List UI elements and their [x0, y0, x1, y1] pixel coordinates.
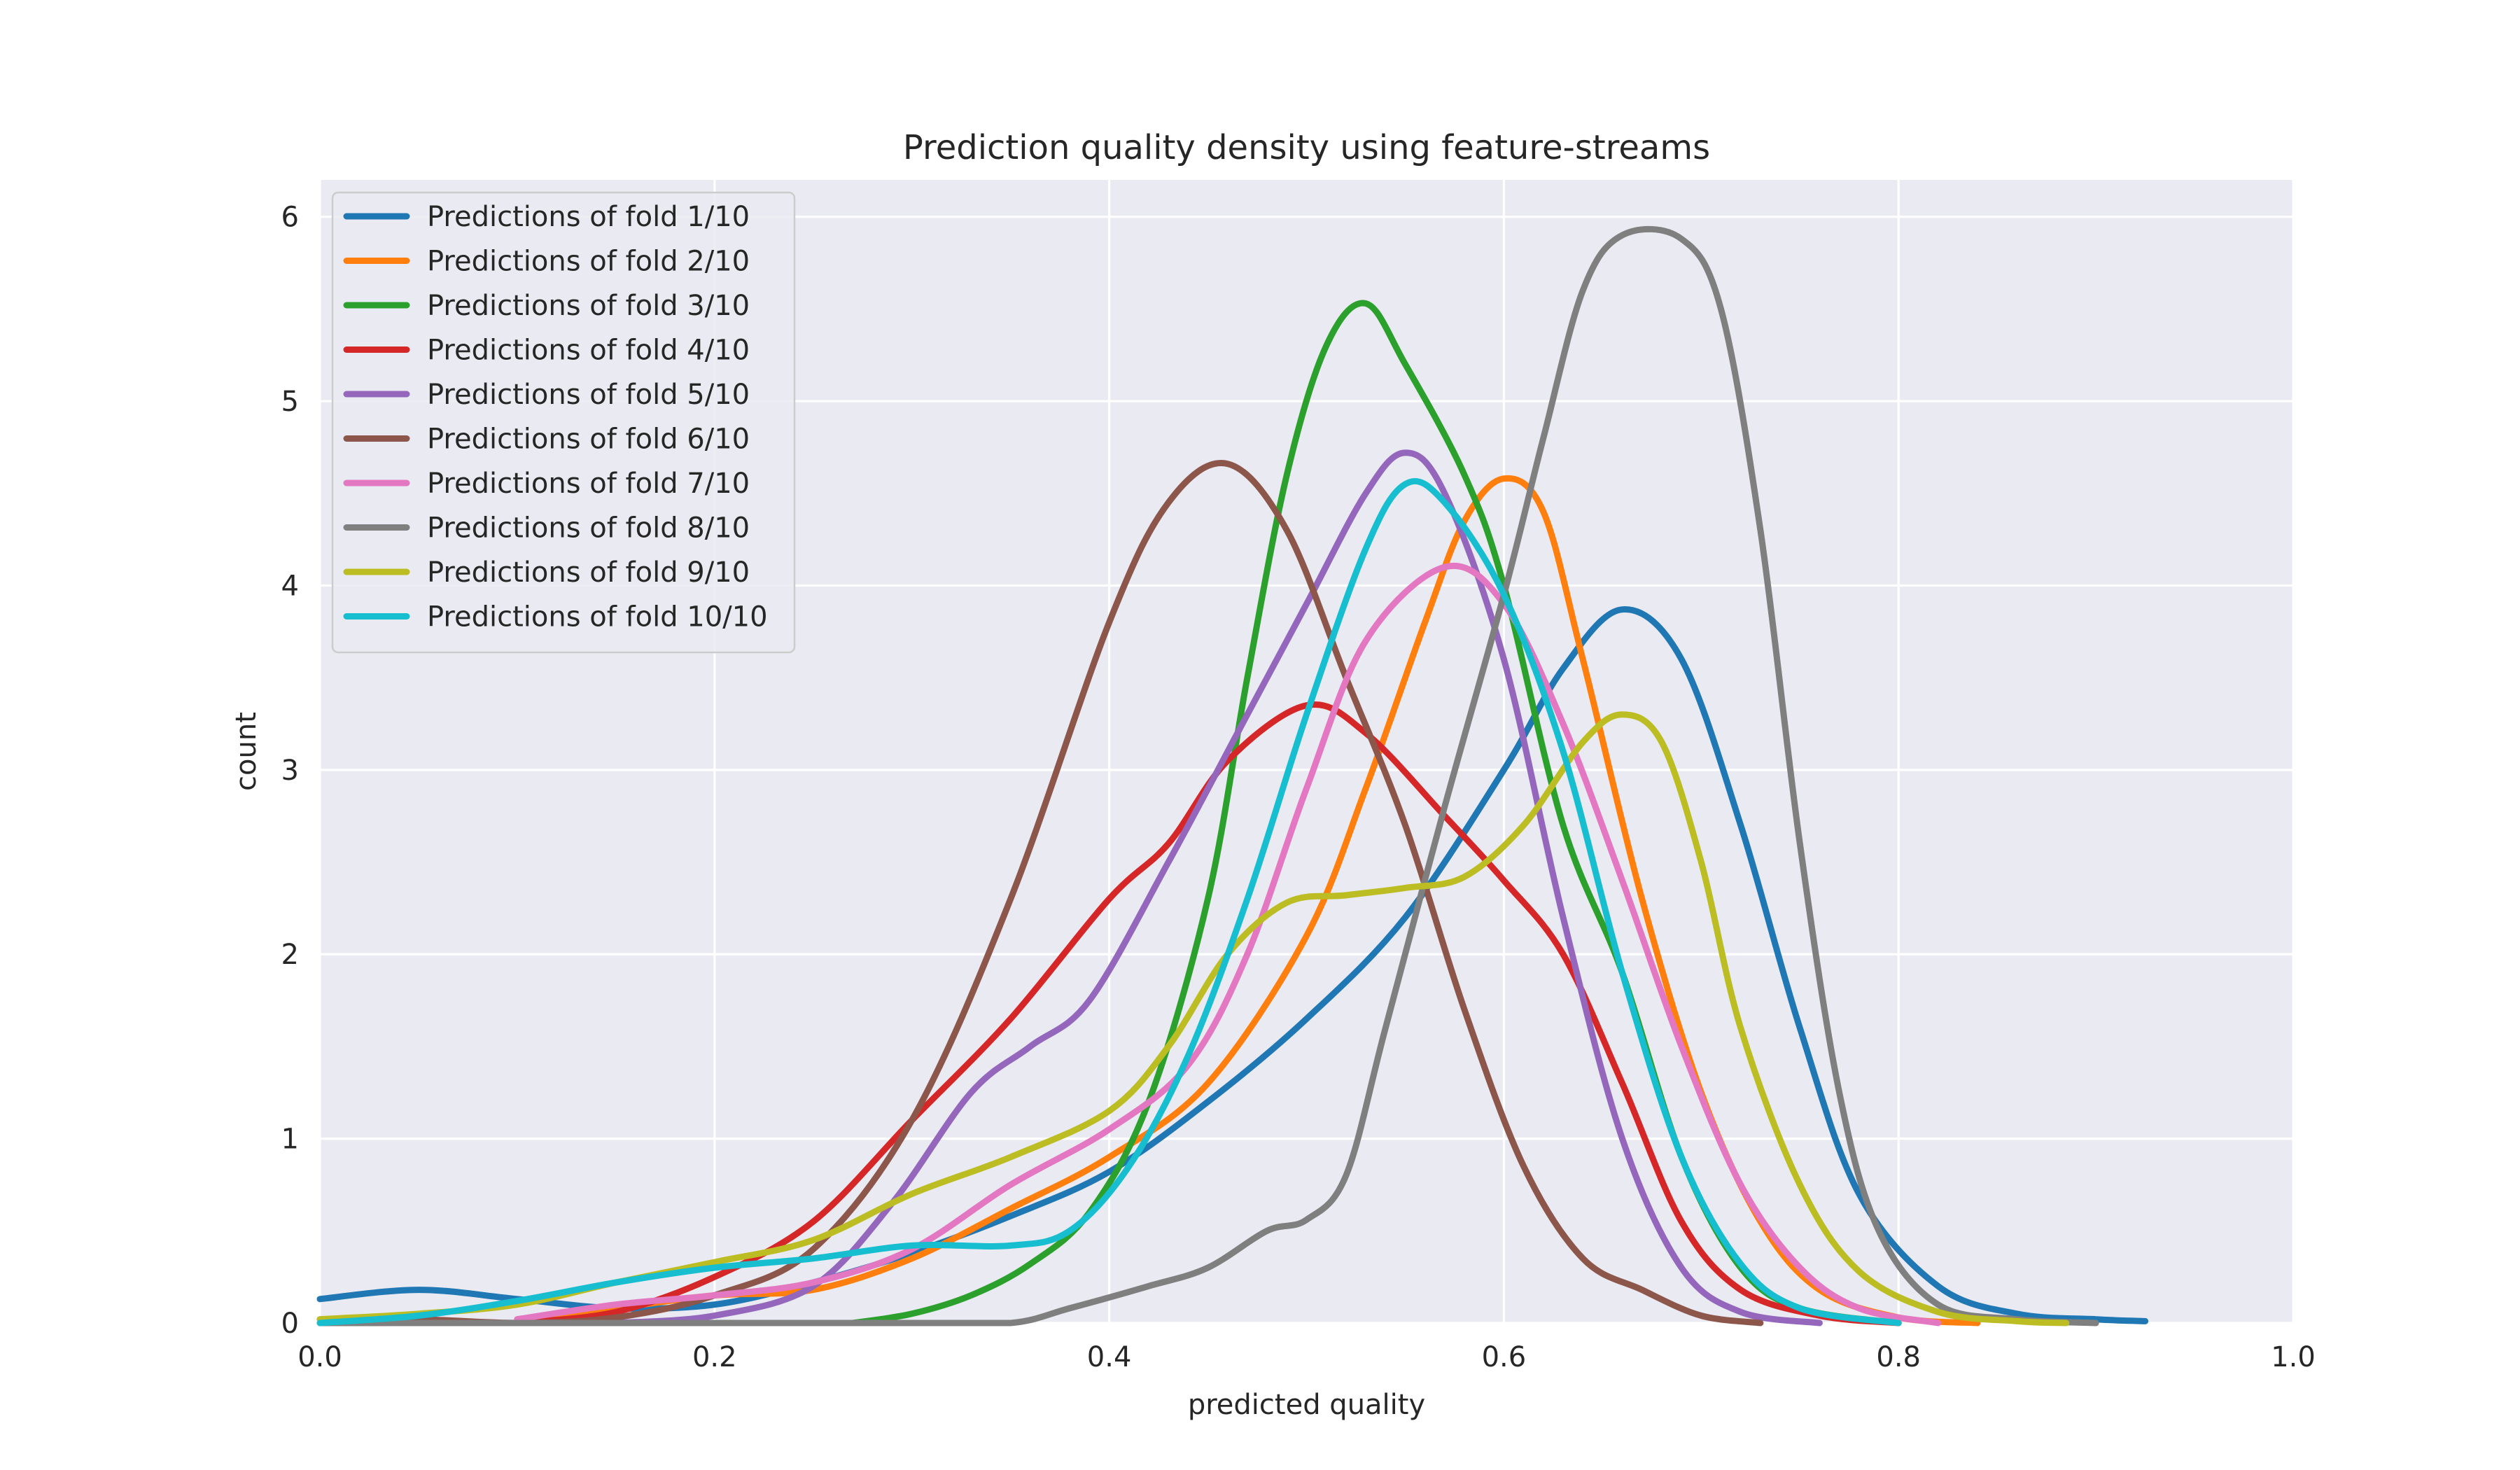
legend-label: Predictions of fold 10/10 [427, 601, 768, 634]
y-axis-ticks: 0 1 2 3 4 5 6 [281, 202, 299, 1340]
y-tick-label: 2 [281, 939, 299, 971]
series-line-fold-6 [316, 460, 1764, 1326]
x-tick-label: 0.6 [1482, 1341, 1527, 1373]
series-lines [316, 225, 2149, 1326]
series-line-fold-8 [316, 225, 2099, 1326]
x-tick-label: 0.2 [692, 1341, 737, 1373]
x-tick-label: 1.0 [2271, 1341, 2316, 1373]
y-tick-label: 4 [281, 570, 299, 602]
legend-label: Predictions of fold 8/10 [427, 512, 750, 545]
series-line-fold-4 [514, 701, 1902, 1326]
legend: Predictions of fold 1/10 Predictions of f… [331, 191, 796, 654]
legend-label: Predictions of fold 9/10 [427, 556, 750, 589]
legend-label: Predictions of fold 4/10 [427, 335, 750, 367]
x-tick-label: 0.8 [1876, 1341, 1921, 1373]
y-axis-label: count [230, 712, 262, 791]
series-line-fold-7 [514, 562, 1942, 1326]
y-tick-label: 0 [281, 1308, 299, 1340]
x-axis-ticks: 0.0 0.2 0.4 0.6 0.8 1.0 [298, 1341, 2316, 1373]
y-tick-label: 6 [281, 202, 299, 234]
series-line-fold-9 [316, 711, 2070, 1326]
y-tick-label: 1 [281, 1124, 299, 1156]
x-axis-label: predicted quality [1188, 1389, 1425, 1421]
legend-label: Predictions of fold 7/10 [427, 468, 750, 500]
legend-label: Predictions of fold 6/10 [427, 424, 750, 456]
legend-label: Predictions of fold 3/10 [427, 290, 750, 322]
chart-title: Prediction quality density using feature… [903, 128, 1710, 167]
y-tick-label: 5 [281, 386, 299, 418]
legend-frame [331, 191, 796, 654]
legend-label: Predictions of fold 1/10 [427, 201, 750, 233]
y-tick-label: 3 [281, 755, 299, 787]
series-line-fold-10 [316, 477, 1902, 1326]
x-tick-label: 0.0 [298, 1341, 342, 1373]
x-tick-label: 0.4 [1087, 1341, 1132, 1373]
legend-label: Predictions of fold 2/10 [427, 246, 750, 278]
legend-label: Predictions of fold 5/10 [427, 379, 750, 411]
